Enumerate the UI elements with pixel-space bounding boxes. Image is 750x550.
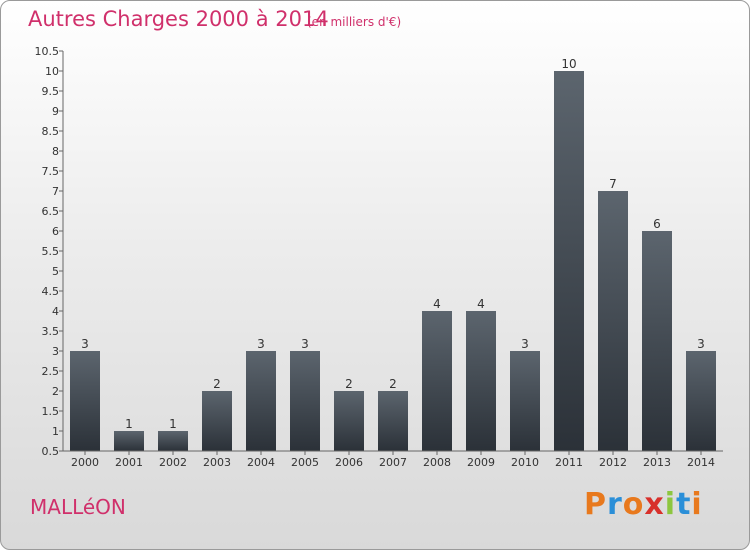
y-tick-label: 3.5 <box>42 325 60 338</box>
y-tick-label: 4.5 <box>42 285 60 298</box>
data-label-2012: 7 <box>609 177 617 191</box>
bar-2002 <box>158 431 188 451</box>
data-label-2004: 3 <box>257 337 265 351</box>
logo-letter: o <box>622 487 645 522</box>
x-tick-label-2003: 2003 <box>203 456 231 469</box>
data-label-2006: 2 <box>345 377 353 391</box>
y-tick-label: 9 <box>52 105 59 118</box>
x-tick-label-2013: 2013 <box>643 456 671 469</box>
bar-2006 <box>334 391 364 451</box>
data-label-2009: 4 <box>477 297 485 311</box>
data-label-2010: 3 <box>521 337 529 351</box>
bar-2007 <box>378 391 408 451</box>
y-tick-label: 10 <box>45 65 59 78</box>
bar-2011 <box>554 71 584 451</box>
data-label-2011: 10 <box>561 57 576 71</box>
x-tick-label-2005: 2005 <box>291 456 319 469</box>
bar-2014 <box>686 351 716 451</box>
logo-letter: i <box>664 487 677 522</box>
x-tick-label-2008: 2008 <box>423 456 451 469</box>
y-tick-label: 7 <box>52 185 59 198</box>
chart-subtitle: (en milliers d'€) <box>307 15 402 29</box>
logo-letter: P <box>584 487 607 522</box>
y-tick-label: 9.5 <box>42 85 60 98</box>
x-tick-label-2009: 2009 <box>467 456 495 469</box>
bar-2005 <box>290 351 320 451</box>
y-tick-label: 8 <box>52 145 59 158</box>
x-tick-label-2006: 2006 <box>335 456 363 469</box>
data-label-2001: 1 <box>125 417 133 431</box>
x-tick-label-2002: 2002 <box>159 456 187 469</box>
y-tick-label: 1.5 <box>42 405 60 418</box>
data-label-2005: 3 <box>301 337 309 351</box>
bar-2008 <box>422 311 452 451</box>
data-label-2003: 2 <box>213 377 221 391</box>
proxiti-logo[interactable]: Proxiti <box>584 487 703 522</box>
y-tick-label: 7.5 <box>42 165 60 178</box>
data-label-2007: 2 <box>389 377 397 391</box>
y-tick-label: 4 <box>52 305 59 318</box>
y-tick-label: 10.5 <box>35 45 60 58</box>
bar-2012 <box>598 191 628 451</box>
y-tick-label: 5.5 <box>42 245 60 258</box>
y-tick-label: 2 <box>52 385 59 398</box>
x-tick-label-2000: 2000 <box>71 456 99 469</box>
bar-2009 <box>466 311 496 451</box>
bar-2000 <box>70 351 100 451</box>
data-label-2014: 3 <box>697 337 705 351</box>
y-axis: 0.5 1 1.5 2 2.5 3 3.5 4 4.5 5 5.5 6 6.5 7 7.5 8 8.5 9 9.5 1… <box>35 45 64 458</box>
y-tick-label: 6 <box>52 225 59 238</box>
data-label-2013: 6 <box>653 217 661 231</box>
bar-2003 <box>202 391 232 451</box>
y-tick-label: 1 <box>52 425 59 438</box>
y-tick-label: 5 <box>52 265 59 278</box>
bars: 3 1 1 2 3 3 2 2 4 4 3 10 7 6 3 <box>70 57 716 451</box>
y-tick-label: 0.5 <box>42 445 60 458</box>
x-axis: 2000 2001 2002 2003 2004 2005 2006 2007 2008 2009… <box>63 450 723 469</box>
x-tick-label-2011: 2011 <box>555 456 583 469</box>
bar-2004 <box>246 351 276 451</box>
place-name: MALLéON <box>30 495 126 519</box>
data-label-2000: 3 <box>81 337 89 351</box>
y-tick-label: 3 <box>52 345 59 358</box>
x-tick-label-2010: 2010 <box>511 456 539 469</box>
x-tick-label-2014: 2014 <box>687 456 715 469</box>
logo-letter: t <box>676 487 692 522</box>
x-tick-label-2007: 2007 <box>379 456 407 469</box>
x-tick-label-2012: 2012 <box>599 456 627 469</box>
logo-letter: r <box>607 487 623 522</box>
y-tick-label: 6.5 <box>42 205 60 218</box>
data-label-2008: 4 <box>433 297 441 311</box>
bar-2010 <box>510 351 540 451</box>
x-tick-label-2004: 2004 <box>247 456 275 469</box>
x-tick-label-2001: 2001 <box>115 456 143 469</box>
chart-title: Autres Charges 2000 à 2014 <box>28 7 329 31</box>
data-label-2002: 1 <box>169 417 177 431</box>
logo-letter: x <box>644 487 665 522</box>
y-tick-label: 2.5 <box>42 365 60 378</box>
bar-2013 <box>642 231 672 451</box>
logo-letter: i <box>691 487 703 522</box>
y-tick-label: 8.5 <box>42 125 60 138</box>
bar-2001 <box>114 431 144 451</box>
